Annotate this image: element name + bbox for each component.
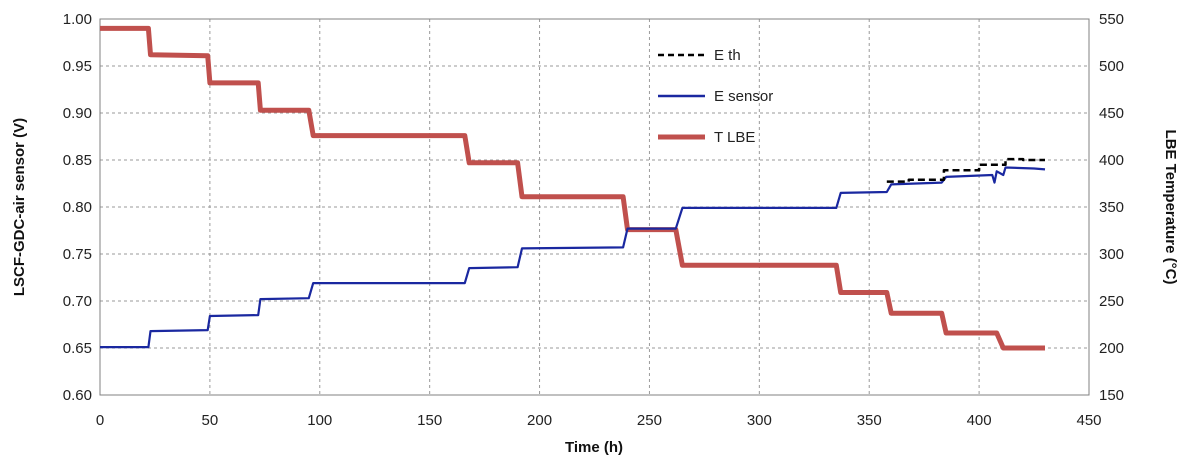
left-y-tick-label: 0.60 (63, 387, 92, 404)
x-tick-label: 450 (1076, 412, 1101, 429)
right-y-tick-label: 550 (1099, 11, 1124, 28)
left-y-axis-title: LSCF-GDC-air sensor (V) (11, 118, 28, 296)
left-y-tick-label: 0.80 (63, 199, 92, 216)
left-y-tick-label: 1.00 (63, 11, 92, 28)
legend: E th E sensor T LBE (658, 47, 773, 146)
x-tick-label: 350 (857, 412, 882, 429)
legend-label-t-lbe: T LBE (714, 129, 755, 146)
x-tick-label: 0 (96, 412, 104, 429)
x-tick-label: 300 (747, 412, 772, 429)
series-line-e-th (886, 157, 1045, 183)
right-y-tick-label: 400 (1099, 152, 1124, 169)
series-line-e-sensor (100, 166, 1046, 349)
x-tick-label: 400 (967, 412, 992, 429)
legend-label-e-sensor: E sensor (714, 88, 773, 105)
left-y-tick-labels: 0.60 0.65 0.70 0.75 0.80 0.85 0.90 0.95 1.00 (63, 11, 92, 404)
left-y-tick-label: 0.65 (63, 340, 92, 357)
x-tick-label: 150 (417, 412, 442, 429)
right-y-axis-title: LBE Temperature (°C) (1162, 130, 1179, 285)
left-y-tick-label: 0.70 (63, 293, 92, 310)
series-line-t-lbe (100, 25, 1045, 351)
x-tick-labels: 0 50 100 150 200 250 300 350 400 450 (96, 412, 1102, 429)
x-tick-label: 50 (202, 412, 219, 429)
right-y-tick-label: 250 (1099, 293, 1124, 310)
left-y-tick-label: 0.85 (63, 152, 92, 169)
left-y-tick-label: 0.90 (63, 105, 92, 122)
x-tick-label: 100 (307, 412, 332, 429)
x-tick-label: 250 (637, 412, 662, 429)
x-axis-title: Time (h) (565, 439, 623, 456)
right-y-tick-labels: 150 200 250 300 350 400 450 500 550 (1099, 11, 1124, 404)
right-y-tick-label: 500 (1099, 58, 1124, 75)
series-lines (100, 25, 1046, 351)
left-y-tick-label: 0.95 (63, 58, 92, 75)
right-y-tick-label: 350 (1099, 199, 1124, 216)
x-tick-label: 200 (527, 412, 552, 429)
right-y-tick-label: 200 (1099, 340, 1124, 357)
legend-label-e-th: E th (714, 47, 741, 64)
right-y-tick-label: 150 (1099, 387, 1124, 404)
left-y-tick-label: 0.75 (63, 246, 92, 263)
right-y-tick-label: 300 (1099, 246, 1124, 263)
plot-frame (99, 18, 1090, 396)
right-y-tick-label: 450 (1099, 105, 1124, 122)
gridlines (100, 19, 1089, 395)
